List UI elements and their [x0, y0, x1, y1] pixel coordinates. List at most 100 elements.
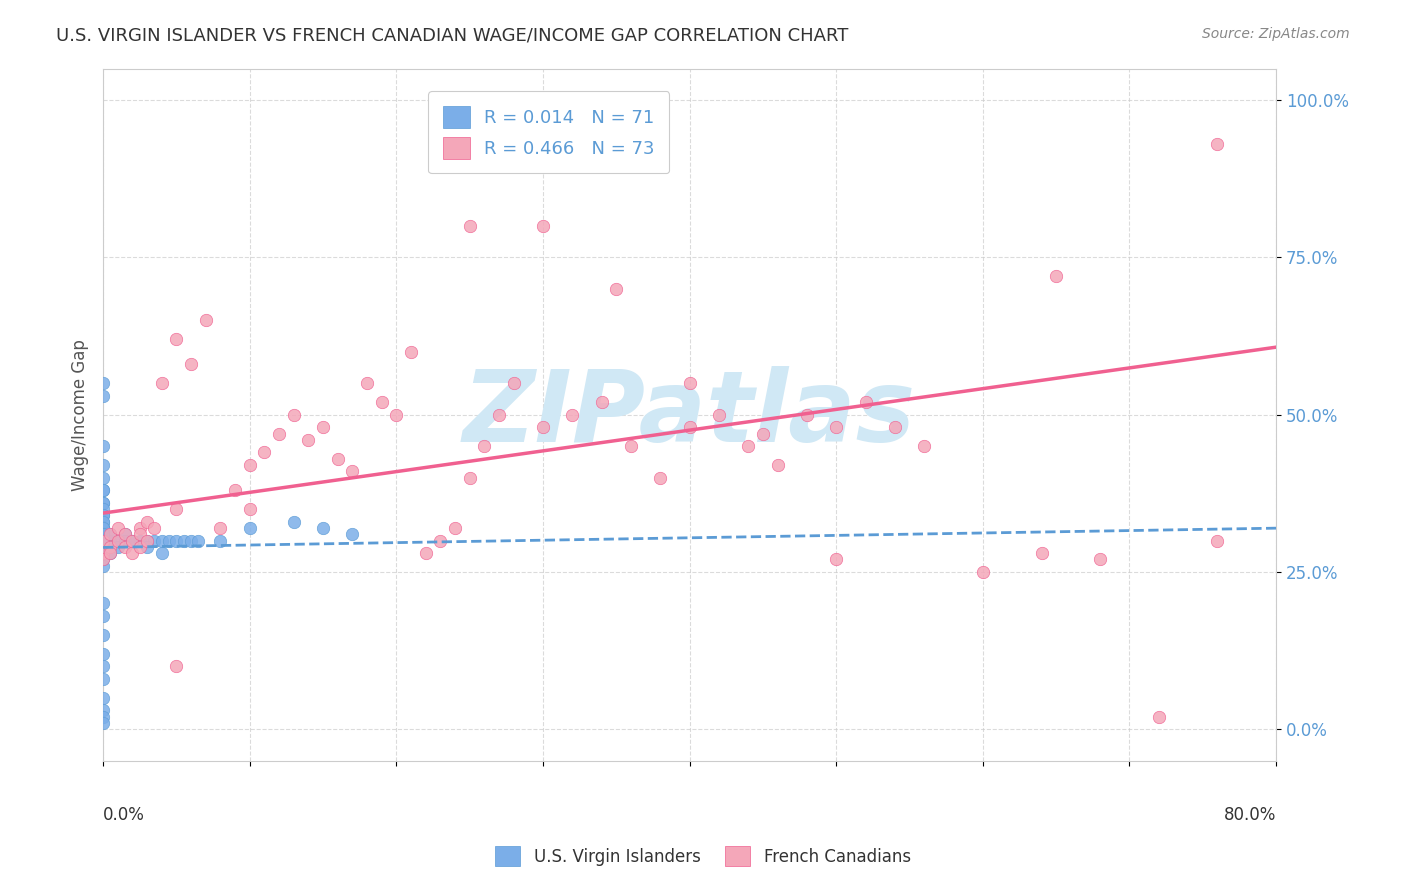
Point [312, 521, 335, 535]
Point [136, 533, 159, 548]
Point [121, 546, 143, 560]
Point [825, 552, 848, 566]
Point [100, 546, 122, 560]
Point [91, 647, 114, 661]
Point [128, 527, 150, 541]
Point [91, 672, 114, 686]
Point [114, 527, 136, 541]
Point [883, 420, 905, 434]
Point [91, 470, 114, 484]
Point [91, 389, 114, 403]
Point [91, 716, 114, 731]
Point [180, 533, 202, 548]
Point [620, 439, 643, 453]
Point [100, 540, 122, 554]
Point [143, 533, 166, 548]
Point [91, 496, 114, 510]
Point [650, 470, 672, 484]
Point [165, 533, 187, 548]
Point [121, 533, 143, 548]
Point [187, 533, 209, 548]
Point [209, 521, 232, 535]
Point [239, 502, 262, 516]
Point [136, 515, 159, 529]
Point [91, 533, 114, 548]
Point [707, 408, 730, 422]
Y-axis label: Wage/Income Gap: Wage/Income Gap [72, 339, 89, 491]
Point [91, 659, 114, 673]
Point [224, 483, 246, 498]
Point [429, 533, 451, 548]
Point [342, 464, 364, 478]
Point [91, 508, 114, 523]
Point [766, 458, 789, 472]
Point [267, 426, 290, 441]
Legend: U.S. Virgin Islanders, French Canadians: U.S. Virgin Islanders, French Canadians [486, 838, 920, 875]
Point [415, 546, 437, 560]
Point [194, 313, 217, 327]
Point [91, 439, 114, 453]
Point [173, 533, 195, 548]
Point [107, 533, 129, 548]
Point [150, 533, 173, 548]
Point [100, 527, 122, 541]
Point [150, 376, 173, 391]
Point [91, 458, 114, 472]
Point [444, 521, 467, 535]
Point [91, 515, 114, 529]
Point [121, 533, 143, 548]
Point [283, 408, 305, 422]
Point [239, 458, 262, 472]
Point [91, 376, 114, 391]
Point [91, 628, 114, 642]
Point [531, 420, 554, 434]
Point [972, 565, 994, 579]
Point [796, 408, 818, 422]
Point [326, 451, 349, 466]
Point [297, 433, 319, 447]
Point [165, 332, 187, 346]
Point [1045, 269, 1067, 284]
Point [385, 408, 408, 422]
Point [91, 552, 114, 566]
Point [458, 470, 481, 484]
Point [91, 521, 114, 535]
Text: 0.0%: 0.0% [103, 805, 145, 824]
Point [91, 546, 114, 560]
Point [100, 546, 122, 560]
Point [1206, 136, 1229, 151]
Point [1206, 533, 1229, 548]
Point [157, 533, 180, 548]
Point [128, 521, 150, 535]
Point [91, 527, 114, 541]
Point [91, 527, 114, 541]
Point [121, 533, 143, 548]
Point [678, 376, 700, 391]
Point [502, 376, 524, 391]
Point [136, 540, 159, 554]
Point [91, 533, 114, 548]
Text: U.S. VIRGIN ISLANDER VS FRENCH CANADIAN WAGE/INCOME GAP CORRELATION CHART: U.S. VIRGIN ISLANDER VS FRENCH CANADIAN … [56, 27, 849, 45]
Point [283, 515, 305, 529]
Point [458, 219, 481, 233]
Point [128, 540, 150, 554]
Point [91, 483, 114, 498]
Point [91, 521, 114, 535]
Point [91, 540, 114, 554]
Point [91, 540, 114, 554]
Point [91, 597, 114, 611]
Point [136, 533, 159, 548]
Point [150, 546, 173, 560]
Point [107, 521, 129, 535]
Point [114, 540, 136, 554]
Point [91, 540, 114, 554]
Point [165, 659, 187, 673]
Point [370, 395, 392, 409]
Point [100, 527, 122, 541]
Point [91, 533, 114, 548]
Point [91, 515, 114, 529]
Point [399, 344, 422, 359]
Point [356, 376, 378, 391]
Point [91, 533, 114, 548]
Point [605, 282, 627, 296]
